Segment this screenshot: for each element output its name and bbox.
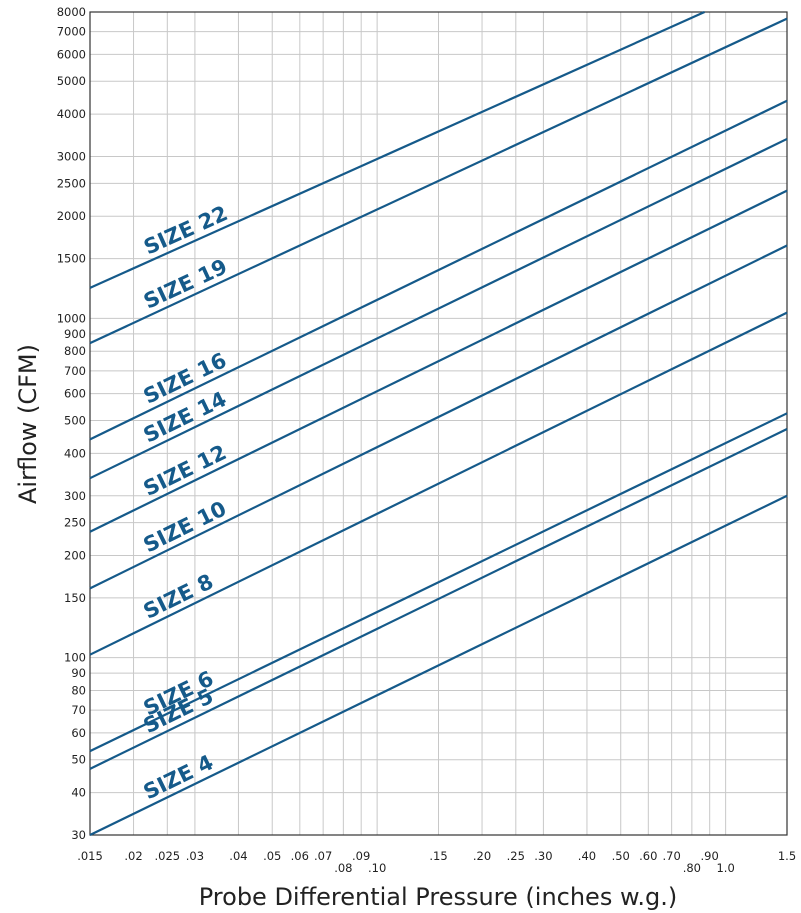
x-tick-label: 1.0 [716, 861, 734, 875]
y-tick-label: 60 [71, 726, 86, 740]
series-line-size-10 [89, 244, 788, 590]
x-tick-label: .30 [534, 849, 552, 863]
y-tick-label: 400 [64, 446, 86, 460]
y-tick-label: 70 [71, 703, 86, 717]
x-tick-label: .09 [352, 849, 370, 863]
y-tick-label: 300 [64, 489, 86, 503]
x-tick-label: .06 [291, 849, 309, 863]
y-axis-title: Airflow (CFM) [14, 344, 42, 504]
x-tick-label: .04 [229, 849, 247, 863]
y-tick-label: 250 [64, 516, 86, 530]
series-label-size-4: SIZE 4 [140, 750, 217, 804]
y-tick-label: 1500 [57, 252, 86, 266]
series-line-size-8 [89, 311, 788, 656]
x-axis-title: Probe Differential Pressure (inches w.g.… [199, 883, 678, 911]
x-tick-label: .025 [155, 849, 181, 863]
x-tick-label: .08 [334, 861, 352, 875]
y-tick-label: 900 [64, 327, 86, 341]
x-tick-label: .07 [314, 849, 332, 863]
series-line-size-12 [89, 189, 788, 533]
y-tick-label: 200 [64, 548, 86, 562]
series-label-size-8: SIZE 8 [140, 569, 217, 623]
x-tick-label: .10 [368, 861, 386, 875]
y-tick-label: 1000 [57, 311, 86, 325]
plot-frame [89, 11, 788, 836]
x-tick-label: .25 [507, 849, 525, 863]
y-tick-label: 50 [71, 753, 86, 767]
series-line-size-22 [89, 10, 706, 289]
x-tick-label: .70 [663, 849, 681, 863]
x-tick-label: .80 [683, 861, 701, 875]
x-tick-label: .50 [612, 849, 630, 863]
x-tick-label: .90 [701, 849, 719, 863]
y-tick-label: 7000 [57, 25, 86, 39]
y-tick-label: 3000 [57, 150, 86, 164]
x-tick-label: .03 [186, 849, 204, 863]
series-line-size-4 [89, 494, 788, 836]
series-line-size-6 [89, 412, 788, 753]
y-tick-label: 150 [64, 591, 86, 605]
y-tick-label: 6000 [57, 47, 86, 61]
x-tick-label: .015 [77, 849, 103, 863]
series-line-size-14 [89, 137, 788, 480]
y-tick-label: 2000 [57, 209, 86, 223]
x-tick-label: 1.5 [778, 849, 796, 863]
series-lines [89, 10, 788, 836]
y-tick-label: 600 [64, 387, 86, 401]
x-tick-label: .15 [429, 849, 447, 863]
y-tick-label: 8000 [57, 5, 86, 19]
y-tick-label: 90 [71, 666, 86, 680]
series-line-size-16 [89, 99, 788, 441]
series-line-size-19 [89, 17, 788, 345]
y-tick-label: 5000 [57, 74, 86, 88]
y-tick-label: 700 [64, 364, 86, 378]
y-tick-label: 80 [71, 683, 86, 697]
x-tick-label: .20 [473, 849, 491, 863]
y-tick-label: 500 [64, 413, 86, 427]
y-tick-label: 40 [71, 786, 86, 800]
y-tick-label: 2500 [57, 176, 86, 190]
x-tick-label: .40 [578, 849, 596, 863]
x-tick-label: .05 [263, 849, 281, 863]
series-line-size-5 [89, 427, 788, 770]
y-tick-label: 100 [64, 651, 86, 665]
y-tick-label: 800 [64, 344, 86, 358]
y-tick-label: 30 [71, 828, 86, 842]
x-tick-label: .02 [124, 849, 142, 863]
y-tick-label: 4000 [57, 107, 86, 121]
x-tick-labels: .015 .02 .025 .03 .04 .05 .06 .07.08.09.10 .15 .2… [77, 849, 796, 875]
x-tick-label: .60 [639, 849, 657, 863]
